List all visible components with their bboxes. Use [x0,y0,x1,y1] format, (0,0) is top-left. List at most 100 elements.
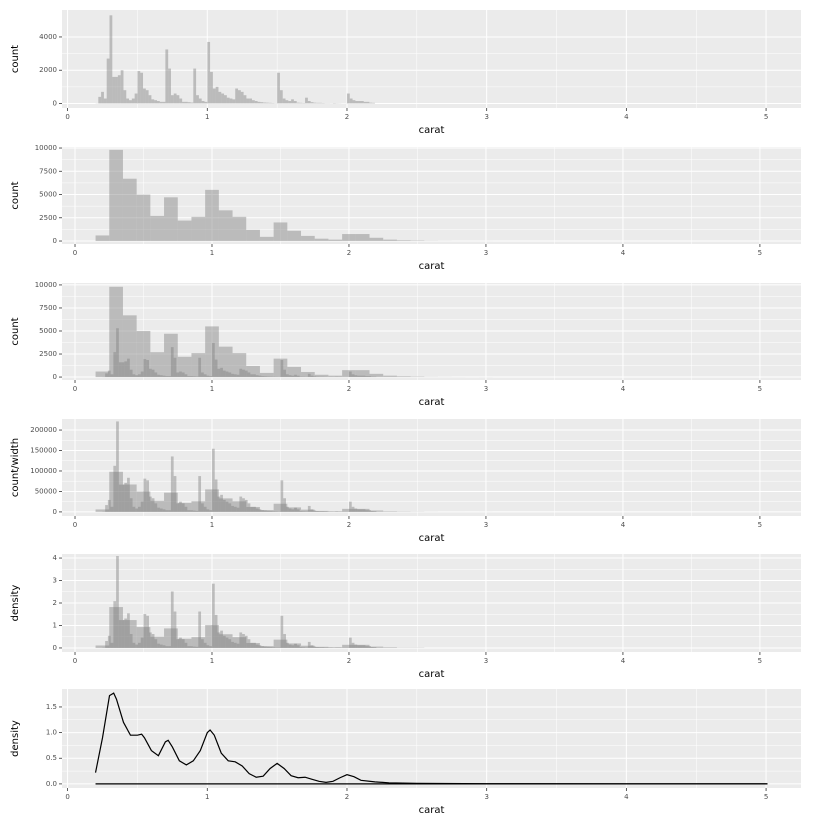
histogram-bar [113,601,117,648]
x-tick-label: 0 [65,113,69,121]
histogram-bar [168,510,171,512]
histogram-bar [148,95,152,104]
histogram-bar [146,360,149,378]
histogram-bar [247,639,251,648]
histogram-bar [355,101,359,104]
histogram-bar [204,101,208,104]
histogram-bar [136,627,151,648]
histogram-bar [233,506,237,512]
histogram-bar [214,614,218,648]
histogram-bar [239,632,243,648]
histogram-bar [181,639,185,648]
histogram-bar [225,637,229,648]
histogram-bar [348,501,352,512]
histogram-bar [285,642,289,648]
histogram-bar [247,503,251,512]
histogram-bar [95,371,110,378]
histogram-bar [232,353,247,378]
histogram-bar [187,376,191,378]
y-tick-label: 200000 [30,426,57,434]
x-tick-label: 1 [210,385,214,393]
histogram-bar [206,509,210,512]
histogram-bar [177,502,192,512]
histogram-bar [196,95,199,104]
panel-background [62,147,801,244]
x-axis-title: carat [419,125,445,136]
histogram-bar [179,501,182,512]
histogram-bar [349,98,353,104]
histogram-bar [206,375,210,378]
histogram-bar [168,376,171,378]
histogram-bar [170,456,174,512]
x-tick-label: 3 [484,385,488,393]
histogram-bar [179,98,183,104]
histogram-bar [373,647,377,648]
histogram-bar [226,97,230,104]
histogram-bar [205,625,219,648]
histogram-bar [214,479,218,512]
histogram-bar [218,210,233,242]
histogram-bar [150,215,165,242]
histogram-bar [240,91,244,104]
histogram-bar [215,86,219,104]
histogram-bar [148,368,152,378]
histogram-bar [127,358,130,378]
histogram-bar [159,508,163,512]
histogram-bar [369,237,384,242]
histogram-bar [176,372,180,378]
histogram-bar [198,357,202,378]
histogram-bar [253,506,256,512]
histogram-bar [138,506,141,512]
histogram-bar [184,642,188,648]
histogram-bar [296,375,300,378]
histogram-bar [365,646,369,648]
histogram-bar [187,646,191,648]
histogram-bar [164,197,178,242]
histogram-bar [273,222,288,242]
histogram-bar [277,72,280,104]
y-axis-title: density [10,585,21,622]
histogram-bar [209,510,212,512]
y-tick-label: 0 [53,508,57,516]
histogram-bar [285,506,289,512]
y-tick-label: 5000 [39,327,57,335]
histogram-bar [154,100,157,104]
histogram-bar [220,494,223,512]
histogram-bar [283,498,286,512]
histogram-bar [372,102,375,104]
x-axis-title: carat [419,805,445,816]
histogram-bar [370,647,374,648]
histogram-bar [369,510,384,512]
histogram-bar [243,95,247,104]
histogram-bar [250,506,254,512]
histogram-bar [285,100,289,104]
x-tick-label: 2 [347,521,351,529]
histogram-bar [342,508,356,512]
histogram-bar [122,484,137,512]
x-tick-label: 5 [764,113,768,121]
histogram-bar [366,101,370,104]
histogram-bar [362,375,366,378]
histogram-bar [314,646,329,648]
histogram-bar [236,507,240,512]
histogram-bar [246,506,260,512]
histogram-bar [259,236,274,242]
histogram-bar [120,70,124,104]
histogram-bar [135,508,139,512]
y-tick-label: 4 [53,554,58,562]
x-tick-label: 0 [73,521,77,529]
histogram-bar [242,498,245,512]
histogram-bar [201,372,204,378]
histogram-bar [307,101,311,104]
histogram-bar [239,368,243,378]
histogram-bar [170,347,174,378]
histogram-bar [165,49,169,104]
histogram-bar [328,647,343,648]
histogram-bar [140,637,144,648]
histogram-bar [211,583,215,648]
histogram-bar [319,102,322,104]
histogram-bar [266,510,270,512]
histogram-bar [177,638,192,648]
histogram-bar [124,361,128,378]
